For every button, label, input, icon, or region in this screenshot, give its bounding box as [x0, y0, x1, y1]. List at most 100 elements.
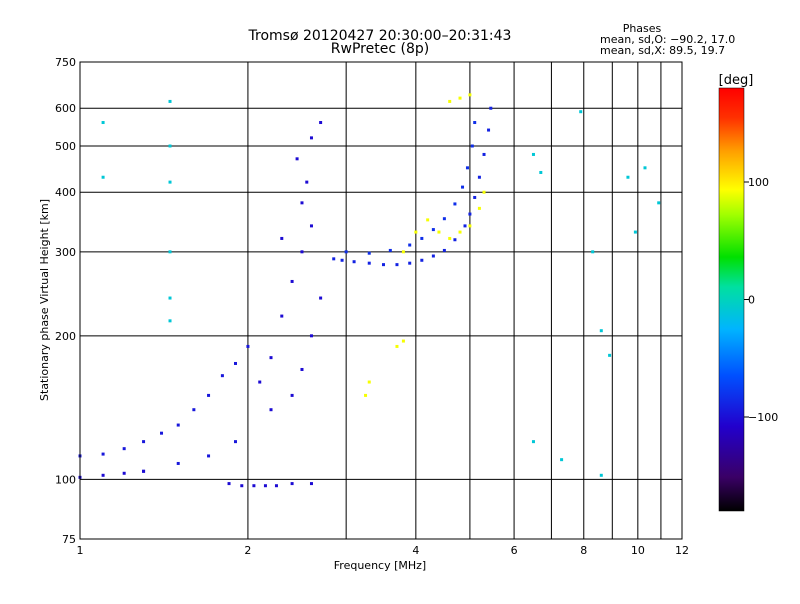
x-tick-label: 10: [631, 544, 645, 557]
x-tick-label: 1: [77, 544, 84, 557]
x-tick-label: 6: [511, 544, 518, 557]
data-point: [269, 356, 273, 360]
data-point: [388, 248, 392, 252]
data-point: [465, 166, 469, 170]
data-point: [168, 319, 172, 323]
data-point: [531, 152, 535, 156]
data-point: [295, 157, 299, 161]
data-point: [608, 353, 612, 357]
y-tick-label: 500: [55, 140, 76, 153]
data-point: [381, 263, 385, 267]
data-point: [207, 454, 211, 458]
data-point: [468, 224, 472, 228]
data-point: [300, 250, 304, 254]
data-point: [269, 408, 273, 412]
data-point: [426, 218, 430, 222]
data-point: [395, 344, 399, 348]
data-point: [300, 201, 304, 205]
data-point: [263, 484, 267, 488]
data-point: [599, 329, 603, 333]
data-point: [290, 482, 294, 486]
data-point: [420, 236, 424, 240]
data-point: [420, 258, 424, 262]
data-point: [482, 190, 486, 194]
data-point: [192, 408, 196, 412]
phases-title: Phases: [623, 22, 662, 35]
data-point: [280, 314, 284, 318]
data-point: [309, 224, 313, 228]
x-tick-label: 8: [580, 544, 587, 557]
data-point: [626, 175, 630, 179]
data-point: [352, 260, 356, 264]
data-point: [579, 110, 583, 114]
data-point: [246, 344, 250, 348]
data-point: [395, 263, 399, 267]
data-point: [122, 447, 126, 451]
x-tick-label: 2: [244, 544, 251, 557]
plot-frame: [79, 61, 683, 540]
data-point: [437, 230, 441, 234]
phases-x-line: mean, sd,X: 89.5, 19.7: [600, 44, 725, 57]
data-point: [633, 230, 637, 234]
data-point: [309, 136, 313, 140]
data-point: [160, 431, 164, 435]
data-point: [453, 238, 457, 242]
data-point: [305, 180, 309, 184]
x-axis-label: Frequency [MHz]: [334, 559, 426, 572]
data-point: [227, 482, 231, 486]
data-point: [233, 361, 237, 365]
grid-lines: [80, 62, 682, 539]
data-point: [367, 251, 371, 255]
data-point: [408, 261, 412, 265]
data-point: [101, 121, 105, 125]
data-point: [408, 243, 412, 247]
data-point: [319, 121, 323, 125]
data-point: [122, 471, 126, 475]
y-tick-label: 300: [55, 246, 76, 259]
data-point: [176, 423, 180, 427]
data-point: [643, 166, 647, 170]
chart-subtitle: RwPretec (8p): [331, 41, 429, 57]
data-point: [531, 440, 535, 444]
data-point: [487, 128, 491, 132]
x-tick-label: 4: [412, 544, 419, 557]
data-point: [367, 261, 371, 265]
data-point: [240, 484, 244, 488]
data-point: [142, 469, 146, 473]
data-point: [101, 175, 105, 179]
data-point: [458, 230, 462, 234]
data-point: [364, 393, 368, 397]
data-point: [340, 258, 344, 262]
data-point: [168, 144, 172, 148]
data-point: [477, 175, 481, 179]
data-point: [657, 201, 661, 205]
data-point: [442, 217, 446, 221]
data-point: [431, 228, 435, 232]
y-axis-label: Stationary phase Virtual Height [km]: [38, 199, 51, 401]
data-point: [560, 458, 564, 462]
colorbar: [718, 87, 745, 512]
data-point: [101, 452, 105, 456]
data-point: [344, 250, 348, 254]
y-tick-label: 200: [55, 330, 76, 343]
data-point: [468, 212, 472, 216]
y-tick-label: 400: [55, 186, 76, 199]
data-point: [290, 393, 294, 397]
data-point: [448, 236, 452, 240]
data-points: [78, 93, 661, 488]
colorbar-tick-label: −100: [748, 411, 778, 424]
x-tick-label: 12: [675, 544, 689, 557]
data-point: [431, 254, 435, 258]
data-point: [367, 380, 371, 384]
data-point: [414, 230, 418, 234]
data-point: [453, 202, 457, 206]
data-point: [461, 185, 465, 189]
data-point: [252, 484, 256, 488]
data-point: [448, 99, 452, 103]
phases-o-line: mean, sd,O: −90.2, 17.0: [600, 33, 735, 46]
colorbar-tick-label: 100: [748, 176, 769, 189]
data-point: [591, 250, 595, 254]
data-point: [477, 206, 481, 210]
